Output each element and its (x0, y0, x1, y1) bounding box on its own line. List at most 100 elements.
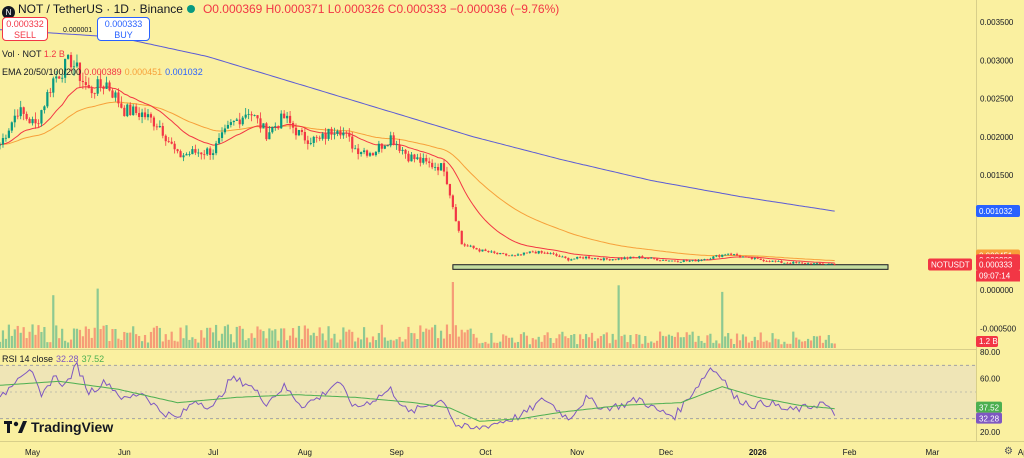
volume-bar (629, 335, 632, 348)
candle-body (259, 118, 262, 129)
tradingview-logo[interactable]: TradingView (4, 419, 113, 435)
volume-bar (200, 330, 203, 348)
volume-legend[interactable]: Vol · NOT 1.2 B (2, 49, 65, 59)
countdown-text: 09:07:14 (979, 272, 1011, 281)
volume-bar (528, 344, 531, 348)
volume-bar (795, 337, 798, 348)
volume-bar (543, 335, 546, 348)
candle-body (830, 263, 833, 265)
volume-bar (576, 344, 579, 348)
volume-bar (732, 344, 736, 348)
candle-body (362, 150, 366, 153)
volume-bar (475, 337, 478, 348)
volume-bar (522, 332, 526, 348)
candle-body (451, 195, 454, 208)
volume-bar (283, 328, 286, 348)
tradingview-logo-text: TradingView (31, 419, 114, 435)
candle-body (555, 254, 558, 256)
candle-body (540, 251, 543, 253)
volume-bar (259, 329, 262, 348)
candle-body (16, 115, 19, 117)
candle-body (123, 107, 126, 117)
rsi-legend[interactable]: RSI 14 close 32.28 37.52 (2, 354, 104, 364)
volume-bar (531, 338, 534, 348)
volume-bar (771, 333, 774, 348)
volume-bar (345, 331, 348, 348)
candle-body (448, 184, 452, 196)
volume-bar (442, 338, 446, 348)
volume-bar (262, 331, 265, 348)
candle-body (570, 259, 573, 261)
volume-bar (525, 335, 528, 348)
volume-bar (673, 336, 676, 348)
rsi-value-text: 37.52 (979, 404, 1000, 413)
candle-body (697, 260, 700, 262)
volume-bar (570, 335, 573, 348)
volume-bar (69, 339, 73, 348)
rsi-band (0, 365, 976, 419)
volume-bar (626, 342, 629, 348)
candle-body (561, 256, 564, 258)
candle-body (250, 114, 253, 116)
volume-bar (170, 331, 173, 348)
settings-gear-icon[interactable]: ⚙ (1004, 446, 1013, 457)
volume-bar (632, 344, 635, 348)
candle-body (626, 257, 629, 259)
volume-bar (87, 328, 90, 348)
time-axis-tick: Aug (298, 448, 312, 457)
volume-bar (451, 282, 454, 348)
candle-body (724, 254, 727, 256)
candle-body (815, 263, 819, 264)
volume-bar (268, 328, 271, 348)
volume-bar (327, 326, 330, 348)
ema200-legend-value: 0.001032 (165, 67, 203, 77)
candle-body (522, 252, 526, 255)
volume-bar (777, 339, 780, 348)
candle-body (537, 251, 540, 254)
candle-body (410, 154, 413, 162)
volume-bar (253, 337, 256, 348)
volume-bar (724, 336, 727, 348)
volume-bar (28, 331, 31, 348)
candle-body (768, 261, 771, 263)
candle-body (573, 258, 576, 260)
buy-button[interactable]: 0.000333 BUY (97, 17, 150, 41)
candle-body (505, 253, 508, 256)
candle-body (611, 259, 614, 261)
volume-bar (129, 332, 132, 348)
ema-legend[interactable]: EMA 20/50/100/200 0.000389 0.000451 0.00103… (2, 67, 203, 77)
candle-body (365, 150, 369, 156)
candle-body (682, 260, 685, 262)
candle-body (108, 82, 111, 91)
candle-body (0, 144, 2, 146)
candle-body (194, 149, 197, 153)
candle-body (656, 258, 659, 261)
volume-bar (608, 343, 611, 348)
volume-bar (78, 329, 82, 348)
ema-legend-name: EMA 20/50/100/200 (2, 67, 82, 77)
sell-button[interactable]: 0.000332 SELL (2, 17, 48, 41)
ema20-legend-value: 0.000389 (84, 67, 122, 77)
volume-bar (490, 332, 493, 348)
symbol-title[interactable]: NOT / TetherUS · 1D · Binance (18, 2, 183, 16)
candle-body (46, 92, 49, 107)
volume-bar (727, 333, 730, 348)
volume-bar (37, 325, 40, 348)
volume-bar (478, 343, 481, 348)
candle-body (351, 136, 354, 149)
volume-bar (416, 339, 419, 348)
volume-bar (620, 336, 623, 348)
candle-body (99, 79, 102, 87)
candle-body (4, 137, 8, 139)
price-axis-tick: 0.003000 (980, 56, 1014, 65)
candle-body (478, 249, 481, 252)
volume-bar (247, 338, 250, 348)
volume-bar (587, 337, 591, 348)
volume-bar (747, 342, 750, 348)
volume-bar (99, 329, 102, 348)
volume-bar (573, 334, 576, 348)
candle-body (658, 260, 662, 262)
candle-body (398, 144, 401, 151)
volume-bar (484, 341, 487, 348)
